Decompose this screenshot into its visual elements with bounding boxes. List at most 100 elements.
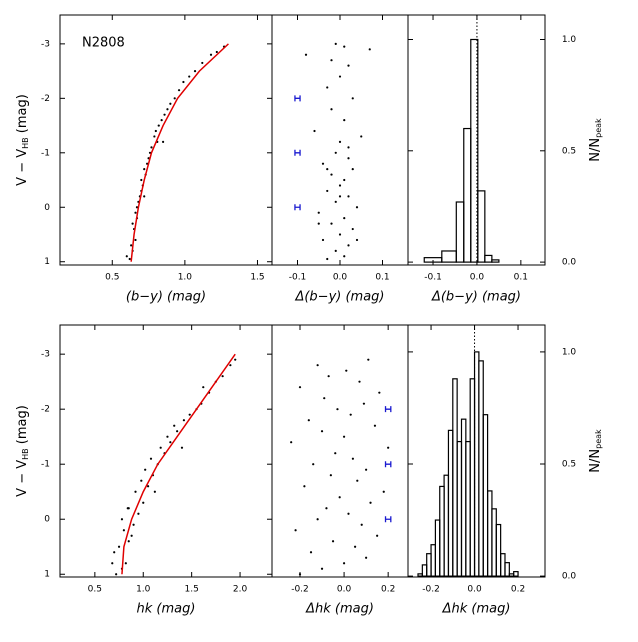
- x-tick-label: 0.0: [337, 585, 352, 595]
- fiducial-line: [130, 43, 229, 262]
- point: [166, 435, 169, 438]
- x-tick-label: 1.5: [184, 585, 198, 595]
- x-tick-label: 1.5: [250, 273, 264, 283]
- point: [367, 358, 370, 361]
- histogram-bar: [477, 190, 486, 263]
- y-label-subscript: HB: [21, 448, 30, 460]
- point: [176, 430, 179, 433]
- histogram-bar: [463, 127, 472, 263]
- point: [353, 545, 357, 548]
- point: [347, 146, 350, 149]
- histogram-bar: [460, 418, 467, 577]
- histogram-bar: [484, 254, 493, 263]
- y-tick-label: -3: [41, 39, 50, 49]
- y-tick-label: -1: [41, 148, 50, 158]
- point: [316, 364, 319, 367]
- point: [330, 222, 333, 225]
- point: [303, 485, 306, 488]
- y-label-part: N/N: [588, 449, 603, 473]
- point: [294, 529, 297, 532]
- point: [334, 452, 337, 455]
- point: [298, 573, 302, 576]
- point: [330, 108, 333, 111]
- point: [343, 119, 346, 122]
- point: [317, 222, 320, 225]
- x-tick-label: 0.5: [105, 273, 119, 283]
- point: [338, 195, 342, 198]
- point: [347, 64, 350, 67]
- point: [355, 206, 359, 209]
- point: [134, 211, 137, 214]
- y-tick-label: 0.5: [562, 146, 576, 156]
- x-axis-label: Δhk (mag): [305, 602, 374, 617]
- point: [345, 369, 348, 372]
- point: [182, 419, 186, 422]
- point: [382, 490, 385, 493]
- fiducial-line: [121, 353, 236, 575]
- point: [347, 195, 350, 198]
- point: [347, 244, 350, 247]
- point: [173, 424, 176, 427]
- point: [326, 86, 329, 89]
- point: [166, 108, 169, 111]
- panel-frame: [271, 14, 409, 266]
- point: [320, 567, 324, 570]
- point: [298, 386, 302, 389]
- point: [338, 75, 342, 78]
- x-tick-label: 1.0: [178, 273, 193, 283]
- point: [360, 523, 363, 526]
- y-label-part: V − V: [15, 149, 30, 186]
- point: [182, 80, 185, 84]
- x-tick-label: 2.0: [233, 585, 248, 595]
- y-label-part: N/N: [588, 138, 603, 162]
- y-tick-label: 0.0: [562, 258, 577, 268]
- point: [177, 89, 181, 92]
- point: [188, 413, 191, 416]
- point: [360, 135, 363, 138]
- point: [117, 545, 121, 548]
- histogram-bar: [430, 544, 436, 577]
- histogram-bar: [441, 250, 457, 263]
- point: [351, 97, 354, 100]
- y-label-subscript: peak: [594, 429, 603, 449]
- point: [193, 70, 197, 73]
- y-axis-label: V − VHB (mag): [15, 94, 30, 186]
- point: [387, 446, 390, 449]
- y-axis-label: N/Npeak: [588, 118, 603, 162]
- x-axis-label: (b−y) (mag): [126, 290, 206, 305]
- point: [142, 501, 145, 504]
- point: [373, 424, 377, 427]
- x-tick-label: 0.5: [88, 585, 102, 595]
- point: [131, 222, 134, 225]
- point: [327, 375, 330, 378]
- point: [351, 227, 354, 231]
- error-bar: [384, 406, 392, 413]
- histogram-bar: [508, 573, 515, 577]
- x-tick-label: -0.1: [424, 273, 442, 283]
- point: [368, 48, 371, 51]
- y-label-part: (mag): [15, 405, 30, 448]
- point: [334, 249, 337, 252]
- panel-frame: [59, 324, 273, 578]
- point: [150, 146, 153, 149]
- point: [351, 457, 354, 460]
- point: [338, 140, 342, 144]
- point: [215, 50, 218, 54]
- point: [338, 184, 342, 187]
- point: [209, 53, 213, 56]
- point: [115, 573, 118, 576]
- point: [169, 441, 172, 444]
- point: [229, 364, 232, 367]
- point: [334, 151, 337, 154]
- point: [317, 211, 320, 214]
- point: [132, 523, 135, 526]
- y-tick-label: 1.0: [562, 347, 577, 357]
- y-tick-label: 1: [44, 570, 50, 580]
- point: [358, 380, 361, 383]
- point: [126, 507, 129, 510]
- point: [130, 534, 133, 537]
- point: [347, 157, 350, 160]
- histogram-bar: [447, 429, 454, 577]
- point: [347, 512, 350, 515]
- y-tick-label: 0: [44, 515, 50, 525]
